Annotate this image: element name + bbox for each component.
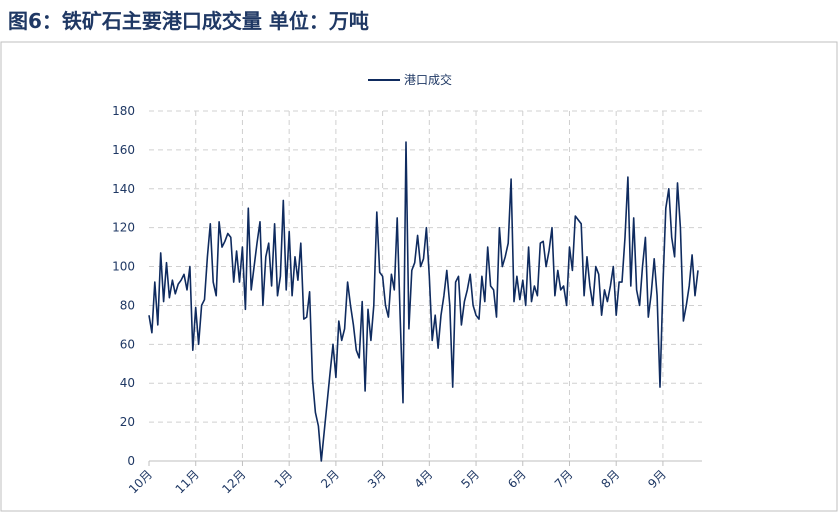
x-tick-label: 11月 <box>173 467 202 496</box>
x-tick-label: 1月 <box>271 467 295 491</box>
y-tick-label: 160 <box>112 143 135 157</box>
x-tick-label: 3月 <box>365 467 389 491</box>
x-tick-label: 6月 <box>505 467 529 491</box>
x-tick-label: 7月 <box>552 467 576 491</box>
x-tick-label: 4月 <box>412 467 436 491</box>
y-tick-label: 20 <box>120 415 135 429</box>
y-tick-label: 180 <box>112 104 135 118</box>
y-tick-label: 40 <box>120 376 135 390</box>
x-tick-label: 8月 <box>599 467 623 491</box>
y-tick-label: 60 <box>120 337 135 351</box>
x-tick-label: 10月 <box>126 467 155 496</box>
y-tick-label: 0 <box>127 454 135 468</box>
y-tick-label: 120 <box>112 221 135 235</box>
y-tick-label: 100 <box>112 260 135 274</box>
x-tick-label: 9月 <box>645 467 669 491</box>
x-tick-label: 5月 <box>458 467 482 491</box>
x-tick-label: 12月 <box>219 467 248 496</box>
chart-frame <box>0 41 838 512</box>
legend-label: 港口成交 <box>404 72 452 87</box>
y-tick-label: 80 <box>120 298 135 312</box>
line-series <box>148 141 699 462</box>
y-tick-label: 140 <box>112 182 135 196</box>
chart-title: 图6：铁矿石主要港口成交量 单位：万吨 <box>8 9 369 33</box>
x-tick-label: 2月 <box>318 467 342 491</box>
